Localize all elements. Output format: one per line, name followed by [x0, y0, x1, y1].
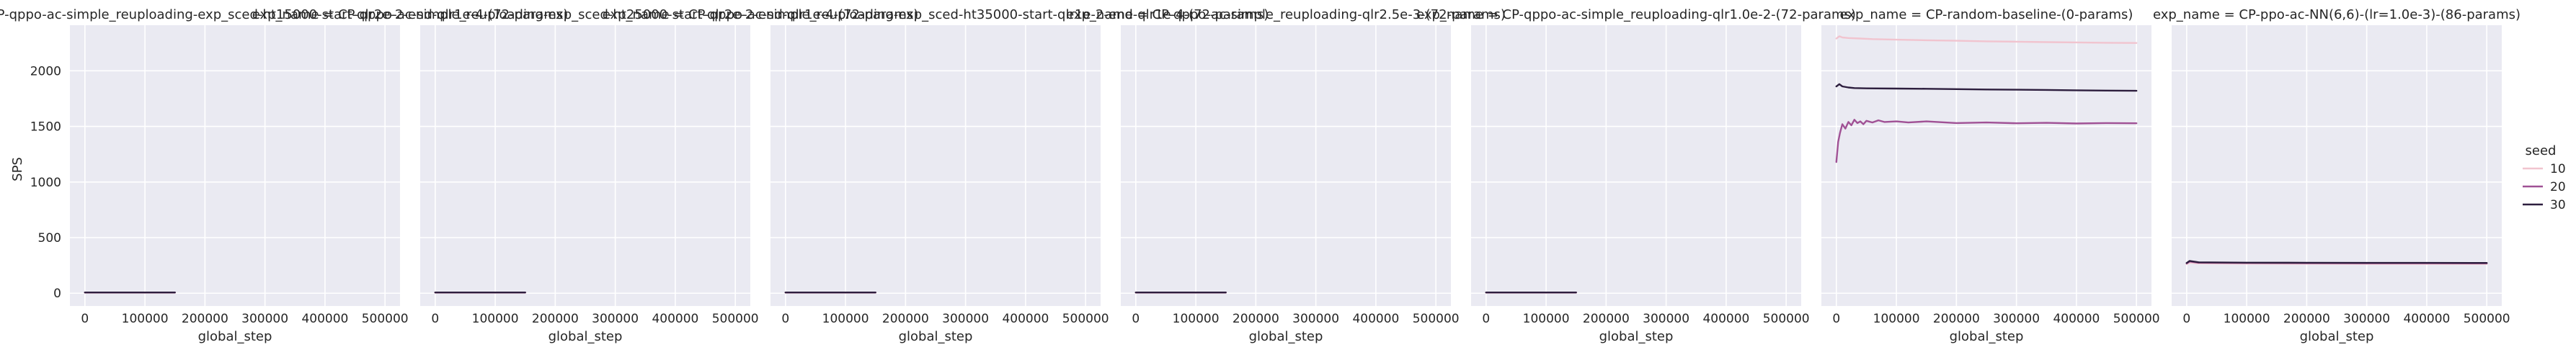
- legend-label: 30: [2550, 198, 2566, 212]
- y-tick-label: 1000: [30, 176, 61, 190]
- x-tick-label: 200000: [182, 312, 228, 326]
- legend-title: seed: [2526, 143, 2557, 158]
- x-axis-label: global_step: [899, 329, 973, 344]
- x-tick-label: 400000: [1002, 312, 1049, 326]
- legend-label: 10: [2550, 162, 2566, 176]
- x-tick-label: 400000: [301, 312, 348, 326]
- x-tick-label: 200000: [532, 312, 579, 326]
- x-tick-label: 300000: [1993, 312, 2040, 326]
- x-tick-label: 400000: [1702, 312, 1749, 326]
- panel-background: [1121, 25, 1451, 306]
- x-tick-label: 200000: [1233, 312, 1279, 326]
- panel-background: [770, 25, 1101, 306]
- panel-4: 0 100000 200000 300000 400000 500000 global_st…: [1066, 7, 1506, 344]
- panel-background: [70, 25, 400, 306]
- panel-title: exp_name = CP-ppo-ac-NN(6,6)-(lr=1.0e-3)…: [2153, 7, 2521, 22]
- x-tick-label: 400000: [2053, 312, 2100, 326]
- x-tick-label: 500000: [2464, 312, 2510, 326]
- x-axis-label: global_step: [2300, 329, 2374, 344]
- panel-background: [1821, 25, 2151, 306]
- x-tick-label: 300000: [592, 312, 639, 326]
- y-tick-label: 2000: [30, 64, 61, 78]
- x-tick-label: 200000: [1583, 312, 1630, 326]
- y-tick-label: 0: [53, 287, 61, 301]
- panel-title: exp_name = CP-qppo-ac-simple_reuploading…: [1416, 7, 1856, 22]
- panel-background: [420, 25, 750, 306]
- x-tick-label: 200000: [2283, 312, 2330, 326]
- y-axis-label: SPS: [10, 157, 25, 181]
- x-tick-label: 500000: [1763, 312, 1810, 326]
- x-tick-label: 300000: [241, 312, 288, 326]
- x-tick-label: 300000: [1292, 312, 1339, 326]
- legend: seed 10 20 30: [2523, 143, 2566, 212]
- x-tick-label: 0: [1482, 312, 1490, 326]
- panel-7: 0 100000 200000 300000 400000 500000 global_st…: [2153, 7, 2521, 344]
- x-tick-label: 500000: [712, 312, 759, 326]
- x-tick-label: 200000: [1933, 312, 1980, 326]
- x-tick-label: 0: [1832, 312, 1840, 326]
- x-tick-label: 400000: [2403, 312, 2450, 326]
- x-tick-label: 300000: [942, 312, 989, 326]
- x-axis-label: global_step: [198, 329, 272, 344]
- panel-title: exp_name = CP-random-baseline-(0-params): [1840, 7, 2133, 22]
- x-tick-label: 100000: [472, 312, 519, 326]
- x-axis-label: global_step: [1950, 329, 2024, 344]
- x-tick-label: 200000: [882, 312, 929, 326]
- x-tick-label: 500000: [1062, 312, 1109, 326]
- x-tick-label: 300000: [1643, 312, 1689, 326]
- x-tick-label: 300000: [2343, 312, 2390, 326]
- x-tick-label: 100000: [1873, 312, 1920, 326]
- panel-background: [1471, 25, 1801, 306]
- panel-5: 0 100000 200000 300000 400000 500000 global_st…: [1416, 7, 1856, 344]
- x-tick-label: 500000: [1413, 312, 1460, 326]
- x-tick-label: 0: [2182, 312, 2190, 326]
- x-tick-label: 0: [1132, 312, 1140, 326]
- x-tick-label: 100000: [1523, 312, 1570, 326]
- x-tick-label: 100000: [822, 312, 869, 326]
- x-tick-label: 400000: [652, 312, 698, 326]
- x-tick-label: 0: [781, 312, 789, 326]
- x-tick-label: 100000: [1173, 312, 1220, 326]
- y-tick-label: 1500: [30, 120, 61, 135]
- x-tick-label: 100000: [122, 312, 169, 326]
- y-tick-label: 500: [38, 231, 61, 246]
- x-axis-label: global_step: [1599, 329, 1674, 344]
- legend-label: 20: [2550, 180, 2566, 194]
- x-tick-label: 400000: [1352, 312, 1399, 326]
- x-axis-label: global_step: [1249, 329, 1323, 344]
- x-axis-label: global_step: [548, 329, 623, 344]
- x-tick-label: 500000: [2113, 312, 2160, 326]
- x-tick-label: 0: [81, 312, 89, 326]
- x-tick-label: 0: [431, 312, 439, 326]
- x-tick-label: 100000: [2224, 312, 2270, 326]
- panels-layer: 0 100000 200000 300000 400000 500000050010001…: [0, 7, 2521, 344]
- panel-6: 0 100000 200000 300000 400000 500000 global_st…: [1821, 7, 2160, 344]
- x-tick-label: 500000: [362, 312, 409, 326]
